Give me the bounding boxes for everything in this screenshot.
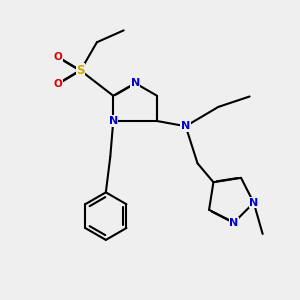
Text: N: N: [249, 198, 258, 208]
Text: N: N: [109, 116, 118, 126]
Text: O: O: [54, 52, 63, 62]
Text: S: S: [76, 64, 85, 77]
Text: O: O: [54, 79, 63, 89]
Text: N: N: [130, 78, 140, 88]
Text: N: N: [229, 218, 239, 227]
Text: N: N: [181, 121, 190, 131]
